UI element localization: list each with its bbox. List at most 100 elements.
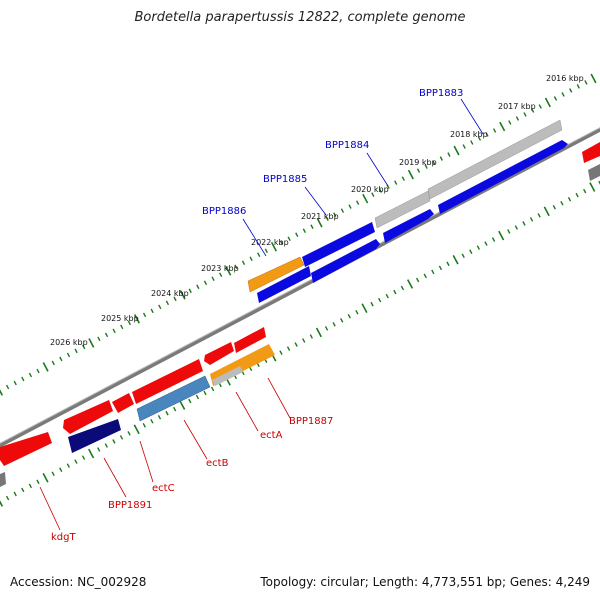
- inner-tick: [469, 249, 473, 254]
- inner-tick: [42, 472, 49, 483]
- scale-label-2017: 2017 kbp: [498, 102, 536, 111]
- connector-BPP1887: [267, 377, 291, 419]
- outer-tick: [5, 384, 10, 390]
- inner-tick: [543, 206, 550, 217]
- outer-tick: [112, 328, 116, 334]
- outer-tick: [51, 360, 55, 366]
- inner-tick: [361, 303, 368, 314]
- inner-tick: [552, 205, 556, 210]
- inner-tick: [332, 322, 336, 327]
- gene-BPP1891[interactable]: [68, 419, 121, 453]
- outer-tick: [485, 132, 489, 137]
- inner-tick: [315, 327, 322, 338]
- outer-tick: [158, 304, 162, 310]
- gene-gray-long-upper[interactable]: [427, 119, 563, 200]
- inner-tick: [59, 467, 63, 472]
- label-BPP1886[interactable]: BPP1886: [202, 206, 246, 217]
- outer-tick: [499, 121, 506, 132]
- scale-label-2016: 2016 kbp: [546, 74, 584, 83]
- outer-tick: [196, 284, 200, 290]
- inner-tick: [5, 495, 10, 501]
- label-ectB[interactable]: ectB: [206, 458, 229, 469]
- inner-tick: [112, 439, 116, 444]
- inner-tick: [195, 394, 200, 400]
- inner-tick: [529, 217, 534, 222]
- outer-tick: [203, 280, 208, 286]
- inner-tick: [150, 418, 154, 424]
- inner-tick: [406, 279, 414, 289]
- gene-red-edge[interactable]: [582, 142, 600, 163]
- outer-tick: [362, 193, 369, 204]
- outer-tick: [225, 265, 232, 276]
- label-BPP1885[interactable]: BPP1885: [263, 174, 307, 185]
- inner-tick: [157, 414, 162, 420]
- gene-ectA[interactable]: [132, 359, 203, 404]
- outer-tick: [211, 276, 215, 282]
- outer-tick: [188, 288, 192, 294]
- inner-tick: [567, 196, 572, 202]
- inner-tick: [438, 265, 443, 271]
- inner-tick: [589, 182, 596, 192]
- accession-text: Accession: NC_002928: [10, 575, 147, 589]
- outer-tick: [340, 208, 345, 213]
- label-ectA[interactable]: ectA: [260, 430, 283, 441]
- inner-tick: [309, 334, 313, 339]
- gene-BPP1884[interactable]: [383, 209, 434, 243]
- label-ectC[interactable]: ectC: [152, 483, 175, 494]
- gene-gray-small-lower[interactable]: [212, 366, 243, 386]
- outer-tick: [492, 128, 497, 133]
- gene-BPP1883[interactable]: [438, 140, 568, 214]
- inner-tick: [286, 346, 291, 351]
- connector-BPP1883: [460, 98, 484, 135]
- gene-ectB[interactable]: [136, 375, 211, 422]
- inner-tick: [179, 400, 186, 410]
- inner-tick: [279, 350, 283, 355]
- gene-red-b[interactable]: [204, 342, 234, 365]
- outer-tick: [66, 352, 71, 358]
- inner-tick: [347, 314, 351, 319]
- inner-tick: [452, 254, 459, 265]
- inner-tick: [88, 448, 95, 459]
- label-BPP1884[interactable]: BPP1884: [325, 140, 369, 151]
- outer-tick: [97, 336, 101, 342]
- scale-label-2019: 2019 kbp: [399, 158, 437, 167]
- label-BPP1883[interactable]: BPP1883: [419, 88, 463, 99]
- gene-BPP1885-a[interactable]: [302, 222, 375, 267]
- outer-tick: [28, 372, 33, 378]
- outer-tick: [439, 156, 443, 161]
- outer-tick: [264, 248, 268, 254]
- inner-tick: [560, 200, 564, 206]
- inner-tick: [21, 487, 25, 493]
- map-title: Bordetella parapertussis 12822, complete…: [134, 10, 466, 25]
- label-BPP1891[interactable]: BPP1891: [108, 500, 152, 511]
- inner-tick: [119, 435, 124, 440]
- scale-label-2022: 2022 kbp: [251, 238, 289, 247]
- outer-tick: [325, 216, 329, 221]
- label-BPP1887[interactable]: BPP1887: [289, 416, 333, 427]
- outer-tick: [416, 168, 421, 173]
- gene-red-c[interactable]: [112, 393, 134, 413]
- inner-tick: [210, 386, 215, 392]
- outer-tick: [249, 256, 253, 262]
- connector-ectA: [235, 391, 259, 432]
- gene-ectC[interactable]: [63, 400, 113, 434]
- gene-darkgray-edge[interactable]: [588, 164, 600, 181]
- gene-gray-short-upper[interactable]: [374, 190, 431, 229]
- gene-red-a[interactable]: [234, 327, 266, 353]
- inner-tick: [378, 297, 382, 303]
- inner-tick: [165, 410, 169, 416]
- gene-darkgray-bottom[interactable]: [0, 472, 6, 487]
- label-kdgT[interactable]: kdgT: [51, 532, 76, 543]
- outer-tick: [173, 296, 177, 302]
- gene-orange-upper[interactable]: [247, 256, 305, 293]
- gene-kdgT[interactable]: [0, 432, 52, 466]
- inner-tick: [302, 338, 306, 343]
- inner-tick: [522, 221, 526, 226]
- inner-tick: [355, 309, 359, 315]
- gene-BPP1885-b[interactable]: [311, 239, 380, 283]
- outer-tick: [287, 236, 291, 241]
- gene-BPP1886[interactable]: [257, 266, 311, 303]
- outer-tick: [241, 260, 246, 266]
- outer-tick: [538, 104, 542, 109]
- inner-tick: [66, 463, 70, 468]
